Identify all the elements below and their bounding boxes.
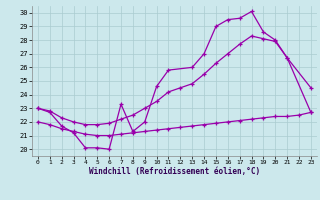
X-axis label: Windchill (Refroidissement éolien,°C): Windchill (Refroidissement éolien,°C) <box>89 167 260 176</box>
